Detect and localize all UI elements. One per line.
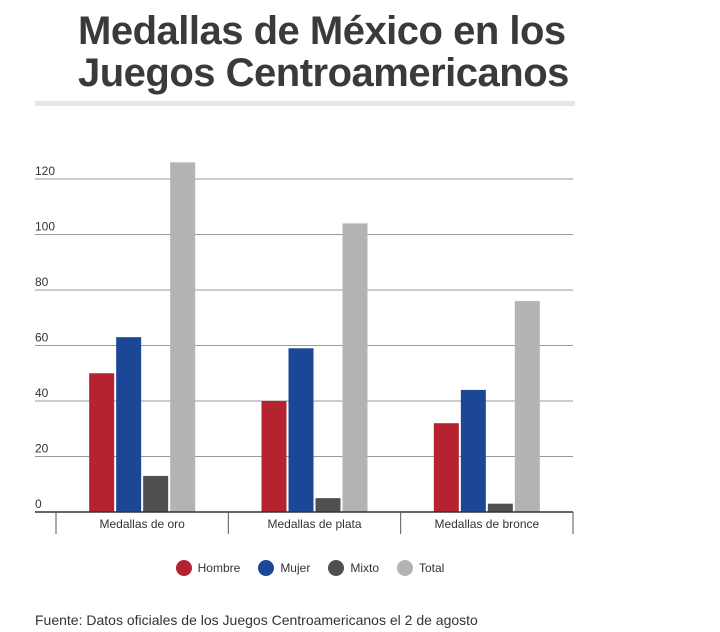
bar-mixto-1 (143, 475, 169, 512)
y-tick-label: 20 (35, 442, 49, 456)
source-note: Fuente: Datos oficiales de los Juegos Ce… (35, 612, 478, 628)
legend: Hombre Mujer Mixto Total (0, 560, 620, 576)
bar-mujer-3 (460, 389, 486, 512)
x-category-label: Medallas de plata (267, 517, 361, 531)
legend-label: Total (419, 561, 445, 575)
legend-swatch (258, 560, 275, 576)
legend-item-mixto: Mixto (328, 560, 379, 576)
x-category-label: Medallas de oro (99, 517, 185, 531)
bar-hombre-1 (89, 373, 115, 512)
title-divider (35, 101, 575, 106)
bars (89, 162, 540, 512)
legend-label: Hombre (197, 561, 241, 575)
legend-swatch (328, 560, 345, 576)
bar-total-1 (170, 162, 196, 512)
y-tick-label: 0 (35, 497, 42, 511)
bar-mujer-1 (116, 337, 142, 512)
legend-label: Mixto (350, 561, 379, 575)
legend-item-total: Total (397, 560, 444, 576)
bar-mujer-2 (288, 348, 314, 512)
legend-item-hombre: Hombre (175, 560, 241, 576)
x-category-label: Medallas de bronce (434, 517, 539, 531)
x-axis: Medallas de oro Medallas de plata Medallas… (35, 511, 574, 534)
y-tick-label: 120 (35, 164, 55, 178)
bar-hombre-2 (261, 401, 287, 512)
bar-total-3 (514, 301, 540, 512)
y-tick-label: 60 (35, 331, 49, 345)
y-tick-label: 40 (35, 386, 49, 400)
chart-title: Medallas de México en los Juegos Centroa… (78, 9, 569, 95)
bar-hombre-3 (433, 423, 459, 512)
legend-item-mujer: Mujer (258, 560, 310, 576)
y-tick-label: 100 (35, 220, 55, 234)
bar-mixto-2 (315, 498, 341, 512)
y-axis-ticks: 0 20 40 60 80 100 120 (35, 164, 55, 511)
y-tick-label: 80 (35, 275, 49, 289)
legend-swatch (175, 560, 192, 576)
legend-swatch (397, 560, 413, 576)
bar-total-2 (342, 223, 368, 512)
bar-mixto-3 (487, 503, 513, 512)
legend-label: Mujer (280, 561, 311, 575)
